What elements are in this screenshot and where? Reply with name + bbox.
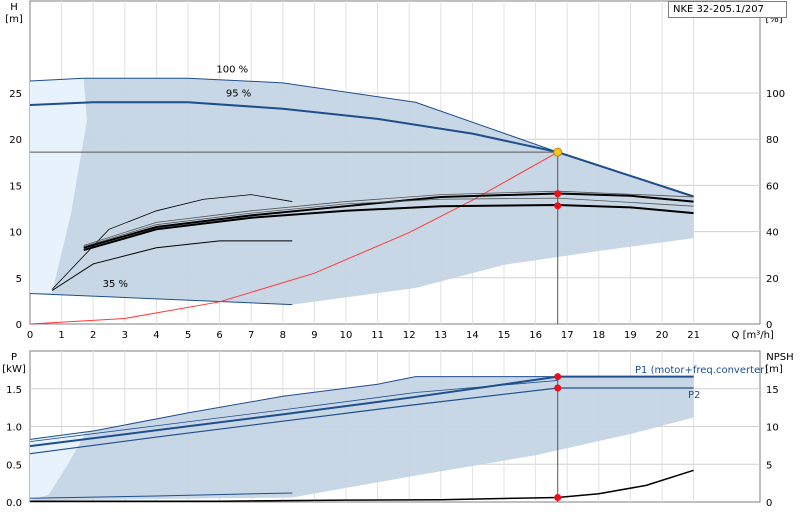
operating-point-p1 bbox=[554, 373, 562, 381]
operating-point-head bbox=[554, 202, 562, 210]
p1-thin-curve bbox=[29, 380, 558, 442]
flow-x-tick-label: 9 bbox=[311, 330, 317, 341]
head-curve-95 bbox=[29, 101, 694, 198]
eta-y-tick-label: 40 bbox=[766, 228, 779, 239]
flow-x-tick-label: 21 bbox=[687, 330, 700, 341]
operating-point-head bbox=[554, 190, 562, 198]
power-axis-unit: [kW] bbox=[2, 364, 26, 375]
eta-y-tick-label: 60 bbox=[766, 181, 779, 192]
eta-y-tick-label: 0 bbox=[766, 320, 772, 331]
power-envelope-upper-edge bbox=[29, 376, 694, 440]
flow-x-tick-label: 1 bbox=[58, 330, 64, 341]
flow-x-tick-label: 14 bbox=[466, 330, 479, 341]
flow-x-tick-label: 15 bbox=[498, 330, 511, 341]
flow-x-tick-label: 12 bbox=[403, 330, 416, 341]
npsh-y-tick-label: 0 bbox=[766, 498, 772, 509]
head-light-zone bbox=[30, 78, 87, 294]
flow-x-tick-label: 13 bbox=[434, 330, 447, 341]
eta-y-tick-label: 80 bbox=[766, 135, 779, 146]
power-y-tick-label: 0.5 bbox=[6, 460, 22, 471]
flow-x-tick-label: 3 bbox=[122, 330, 128, 341]
power-operating-envelope bbox=[30, 376, 694, 501]
flow-x-tick-label: 18 bbox=[592, 330, 605, 341]
flow-axis-label: Q [m³/h] bbox=[732, 330, 774, 341]
series-label-p2: P2 bbox=[688, 390, 700, 401]
head-y-tick-label: 5 bbox=[16, 274, 22, 285]
power-axis-label: P bbox=[11, 352, 17, 363]
pump-model-label: NKE 32-205.1/207 bbox=[668, 1, 787, 18]
head-y-tick-label: 10 bbox=[9, 228, 22, 239]
eta-curve-thin-upper bbox=[51, 194, 293, 290]
annotation-35-percent: 35 % bbox=[103, 279, 128, 290]
npsh-y-tick-label: 10 bbox=[766, 423, 779, 434]
annotation-95-percent: 95 % bbox=[226, 89, 251, 100]
flow-x-tick-label: 17 bbox=[561, 330, 574, 341]
npsh-curve bbox=[30, 469, 694, 502]
flow-x-tick-label: 10 bbox=[340, 330, 353, 341]
power-low-speed-curve bbox=[29, 492, 293, 499]
flow-x-tick-label: 16 bbox=[529, 330, 542, 341]
npsh-axis-label: NPSH bbox=[766, 352, 793, 363]
npsh-y-tick-label: 15 bbox=[766, 385, 779, 396]
head-y-tick-label: 25 bbox=[9, 89, 22, 100]
flow-x-tick-label: 20 bbox=[656, 330, 669, 341]
duty-point bbox=[553, 147, 563, 157]
system-curve bbox=[29, 151, 558, 325]
flow-x-tick-label: 6 bbox=[216, 330, 222, 341]
operating-point-p2 bbox=[554, 384, 562, 392]
power-y-tick-label: 1.0 bbox=[6, 423, 22, 434]
flow-x-tick-label: 19 bbox=[624, 330, 637, 341]
head-axis-label: H bbox=[10, 2, 18, 13]
p1-curve bbox=[29, 375, 694, 448]
eta-y-tick-label: 100 bbox=[766, 89, 785, 100]
eta-y-tick-label: 20 bbox=[766, 274, 779, 285]
eta-curve-low-speed bbox=[51, 240, 293, 291]
flow-x-tick-label: 7 bbox=[248, 330, 254, 341]
eta-axis-unit: [%] bbox=[765, 14, 782, 25]
flow-x-tick-label: 11 bbox=[371, 330, 384, 341]
head-operating-envelope bbox=[30, 78, 694, 305]
power-y-tick-label: 1.5 bbox=[6, 385, 22, 396]
flow-x-tick-label: 0 bbox=[27, 330, 33, 341]
flow-x-tick-label: 5 bbox=[185, 330, 191, 341]
head-y-tick-label: 0 bbox=[16, 320, 22, 331]
annotation-100-percent: 100 % bbox=[216, 65, 248, 76]
head-envelope-lower-edge bbox=[29, 293, 293, 306]
head-axis-unit: [m] bbox=[5, 14, 23, 25]
flow-x-tick-label: 4 bbox=[153, 330, 159, 341]
power-y-tick-label: 0.0 bbox=[6, 498, 22, 509]
head-y-tick-label: 15 bbox=[9, 181, 22, 192]
operating-point-npsh bbox=[554, 493, 562, 501]
flow-x-tick-label: 2 bbox=[90, 330, 96, 341]
npsh-y-tick-label: 5 bbox=[766, 460, 772, 471]
eta-curve-duty bbox=[83, 204, 694, 252]
series-label-p1: P1 (motor+freq.converter) bbox=[635, 365, 768, 376]
flow-x-tick-label: 8 bbox=[280, 330, 286, 341]
npsh-axis-unit: [m] bbox=[765, 364, 783, 375]
head-y-tick-label: 20 bbox=[9, 135, 22, 146]
p2-curve bbox=[29, 387, 694, 455]
eta-curve-thin-b bbox=[83, 197, 694, 247]
